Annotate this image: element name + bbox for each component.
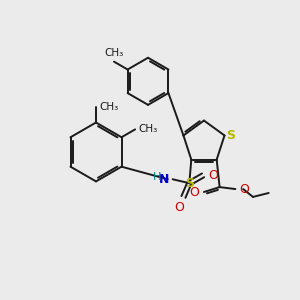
Text: O: O xyxy=(189,185,199,199)
Text: S: S xyxy=(185,177,194,190)
Text: O: O xyxy=(239,183,249,196)
Text: H: H xyxy=(152,172,161,182)
Text: CH₃: CH₃ xyxy=(104,48,124,58)
Text: S: S xyxy=(226,129,236,142)
Text: CH₃: CH₃ xyxy=(138,124,157,134)
Text: O: O xyxy=(208,169,218,182)
Text: CH₃: CH₃ xyxy=(99,102,118,112)
Text: O: O xyxy=(175,201,184,214)
Text: N: N xyxy=(159,173,170,186)
